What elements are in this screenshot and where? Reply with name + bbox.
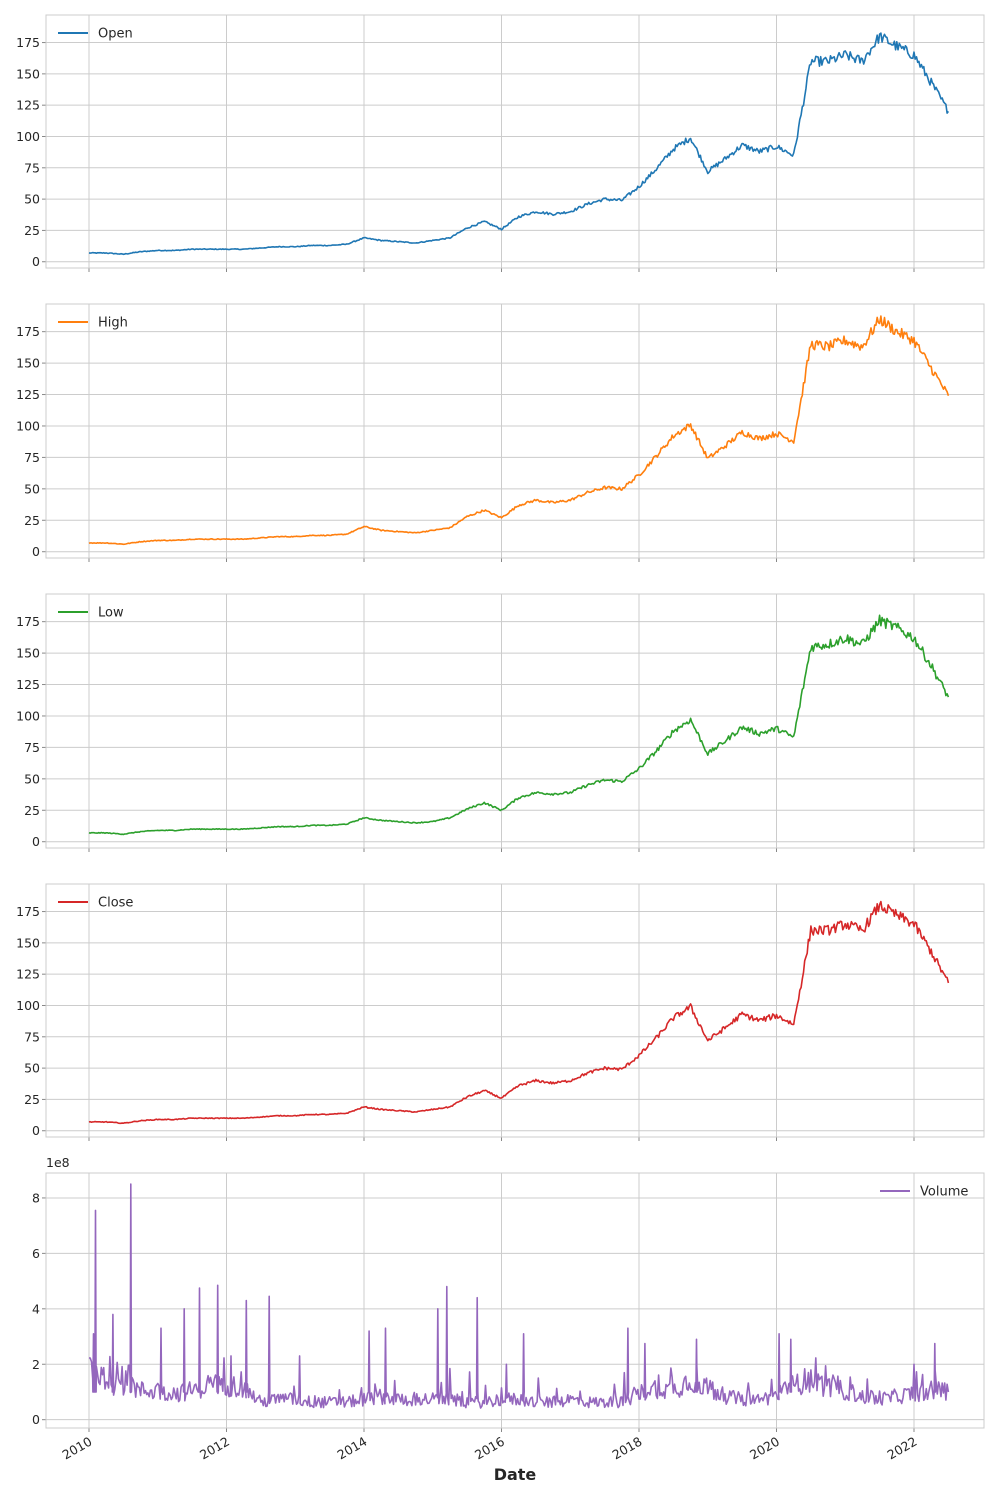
legend-label: Volume bbox=[920, 1185, 968, 1200]
x-axis-label: Date bbox=[494, 1465, 537, 1484]
plot-frame bbox=[45, 883, 985, 1138]
y-offset-label: 1e8 bbox=[46, 1155, 70, 1170]
y-tick-label: 175 bbox=[16, 324, 40, 339]
y-tick-label: 0 bbox=[32, 544, 40, 559]
y-tick-label: 25 bbox=[24, 1092, 40, 1107]
series-line-close bbox=[88, 900, 950, 1125]
y-tick-label: 75 bbox=[24, 160, 40, 175]
y-tick-label: 175 bbox=[16, 904, 40, 919]
y-tick-label: 175 bbox=[16, 35, 40, 50]
y-tick-label: 100 bbox=[16, 129, 40, 144]
subplot-low: 0 25 50 75 100 125 150 175 Low bbox=[16, 593, 985, 852]
plot-frame bbox=[45, 1172, 985, 1429]
y-tick-label: 100 bbox=[16, 708, 40, 723]
y-tick-label: 25 bbox=[24, 803, 40, 818]
y-tick-label: 0 bbox=[32, 1123, 40, 1138]
y-tick-label: 100 bbox=[16, 998, 40, 1013]
legend-label: Open bbox=[98, 27, 133, 42]
plot-frame bbox=[45, 14, 985, 269]
y-tick-label: 75 bbox=[24, 450, 40, 465]
legend-label: Close bbox=[98, 896, 133, 911]
y-tick-label: 50 bbox=[24, 771, 40, 786]
y-tick-label: 125 bbox=[16, 98, 40, 113]
y-tick-label: 125 bbox=[16, 677, 40, 692]
y-tick-label: 2 bbox=[32, 1357, 40, 1372]
subplot-high: 0 25 50 75 100 125 150 175 High bbox=[16, 303, 985, 562]
y-tick-label: 50 bbox=[24, 481, 40, 496]
series-line-high bbox=[88, 315, 950, 546]
y-tick-label: 0 bbox=[32, 1412, 40, 1427]
subplot-open: 0 25 50 75 100 125 150 175 Open bbox=[16, 14, 985, 272]
plot-frame bbox=[45, 303, 985, 559]
y-tick-label: 25 bbox=[24, 513, 40, 528]
y-tick-label: 50 bbox=[24, 192, 40, 207]
y-tick-label: 175 bbox=[16, 614, 40, 629]
y-tick-label: 150 bbox=[16, 935, 40, 950]
plot-frame bbox=[45, 593, 985, 849]
series-line-low bbox=[88, 614, 950, 836]
y-tick-label: 150 bbox=[16, 66, 40, 81]
series-line-open bbox=[88, 32, 950, 256]
series-line-volume bbox=[88, 1183, 950, 1409]
y-tick-label: 4 bbox=[32, 1301, 40, 1316]
y-tick-label: 75 bbox=[24, 740, 40, 755]
y-tick-label: 0 bbox=[32, 834, 40, 849]
y-tick-label: 6 bbox=[32, 1246, 40, 1261]
subplot-close: 0 25 50 75 100 125 150 175 Close bbox=[16, 883, 985, 1141]
legend-label: High bbox=[98, 316, 128, 331]
y-tick-label: 150 bbox=[16, 356, 40, 371]
y-tick-label: 0 bbox=[32, 254, 40, 269]
y-tick-label: 125 bbox=[16, 387, 40, 402]
y-tick-label: 8 bbox=[32, 1190, 40, 1205]
y-tick-label: 100 bbox=[16, 418, 40, 433]
y-tick-label: 125 bbox=[16, 967, 40, 982]
y-tick-label: 25 bbox=[24, 223, 40, 238]
y-tick-label: 75 bbox=[24, 1029, 40, 1044]
legend-label: Low bbox=[98, 606, 124, 621]
y-tick-label: 50 bbox=[24, 1061, 40, 1076]
y-tick-label: 150 bbox=[16, 646, 40, 661]
